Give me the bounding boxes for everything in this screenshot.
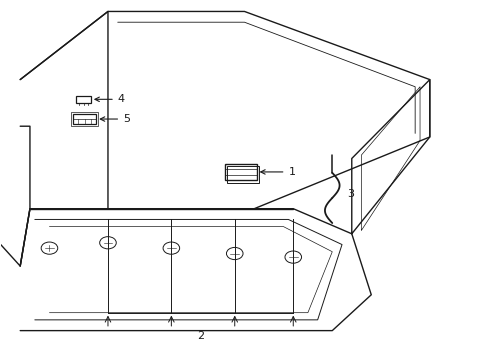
- Bar: [73, 114, 96, 125]
- Bar: [224, 164, 256, 180]
- Bar: [76, 96, 91, 103]
- Bar: [227, 166, 259, 183]
- Text: 3: 3: [346, 189, 353, 199]
- Text: 1: 1: [260, 167, 295, 177]
- Text: 2: 2: [197, 331, 204, 341]
- Text: 4: 4: [95, 94, 124, 104]
- Bar: [71, 112, 98, 126]
- Text: 5: 5: [100, 114, 130, 124]
